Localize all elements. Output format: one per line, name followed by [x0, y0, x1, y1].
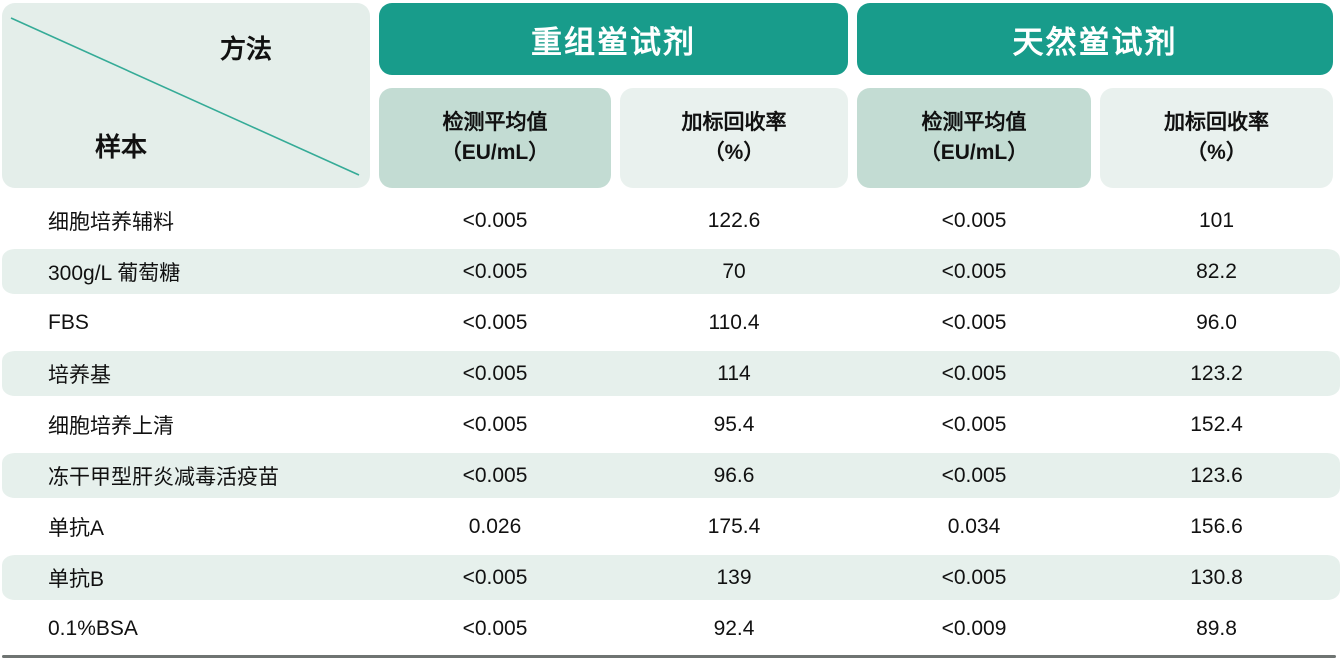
sample-name-cell: 细胞培养上清	[48, 414, 174, 438]
recombinant-recovery-cell: 70	[722, 259, 746, 283]
recombinant-average-cell: <0.005	[462, 616, 528, 640]
natural-average-cell: <0.005	[941, 259, 1007, 283]
recombinant-recovery-cell: 114	[717, 361, 751, 385]
recombinant-average-cell: <0.005	[462, 310, 528, 334]
sample-name-cell: 细胞培养辅料	[48, 210, 174, 234]
group-header-natural: 天然鲎试剂	[857, 3, 1333, 75]
recombinant-average-cell: <0.005	[462, 361, 528, 385]
recombinant-average-cell: <0.005	[462, 565, 528, 589]
natural-recovery-cell: 130.8	[1190, 565, 1243, 589]
natural-recovery-cell: 89.8	[1196, 616, 1237, 640]
group-header-recombinant: 重组鲎试剂	[379, 3, 848, 75]
table-header: 方法 样本 重组鲎试剂 天然鲎试剂 检测平均值 （EU/mL） 加标回收率 （%…	[2, 3, 1340, 188]
natural-average-cell: <0.005	[941, 412, 1007, 436]
natural-average-cell: <0.005	[941, 208, 1007, 232]
corner-header-cell: 方法 样本	[2, 3, 370, 188]
sample-name-cell: 0.1%BSA	[48, 616, 138, 640]
recombinant-recovery-cell: 110.4	[708, 310, 760, 334]
table-row: 单抗B <0.005 139 <0.005 130.8	[2, 552, 1340, 603]
bottom-rule	[2, 655, 1336, 658]
natural-average-cell: <0.005	[941, 565, 1007, 589]
subheader-natural-recovery: 加标回收率 （%）	[1100, 88, 1333, 188]
recombinant-average-cell: <0.005	[462, 463, 528, 487]
natural-recovery-cell: 156.6	[1190, 514, 1243, 538]
subheader-recombinant-recovery: 加标回收率 （%）	[620, 88, 848, 188]
natural-average-cell: <0.005	[941, 310, 1007, 334]
subheader-line2: （%）	[703, 141, 765, 164]
recombinant-recovery-cell: 175.4	[707, 514, 761, 538]
recombinant-recovery-cell: 95.4	[713, 412, 755, 436]
subheader-natural-average: 检测平均值 （EU/mL）	[857, 88, 1091, 188]
recombinant-average-cell: <0.005	[462, 412, 528, 436]
natural-recovery-cell: 152.4	[1190, 412, 1243, 436]
table-row: 0.1%BSA <0.005 92.4 <0.009 89.8	[2, 603, 1340, 654]
natural-average-cell: <0.005	[941, 361, 1007, 385]
diagonal-divider-line	[10, 17, 360, 176]
table-row: 300g/L 葡萄糖 <0.005 70 <0.005 82.2	[2, 246, 1340, 297]
subheader-line1: 加标回收率	[681, 110, 787, 134]
table-row: 培养基 <0.005 114 <0.005 123.2	[2, 348, 1340, 399]
natural-recovery-cell: 96.0	[1196, 310, 1237, 334]
recombinant-average-cell: <0.005	[462, 208, 528, 232]
table-row: FBS <0.005 110.4 <0.005 96.0	[2, 297, 1340, 348]
corner-label-method: 方法	[220, 34, 273, 64]
subheader-line2: （EU/mL）	[919, 141, 1029, 164]
natural-recovery-cell: 101	[1198, 208, 1235, 232]
natural-recovery-cell: 123.6	[1190, 463, 1243, 487]
sample-name-cell: FBS	[48, 310, 89, 334]
recombinant-recovery-cell: 139	[716, 565, 752, 589]
natural-average-cell: <0.009	[941, 616, 1007, 640]
recombinant-recovery-cell: 122.6	[707, 208, 761, 232]
table-row: 细胞培养上清 <0.005 95.4 <0.005 152.4	[2, 399, 1340, 450]
table-body: 细胞培养辅料 <0.005 122.6 <0.005 101 300g/L 葡萄…	[0, 195, 1340, 654]
subheader-line1: 检测平均值	[921, 110, 1027, 134]
subheader-recombinant-average: 检测平均值 （EU/mL）	[379, 88, 611, 188]
corner-label-sample: 样本	[95, 132, 148, 162]
natural-recovery-cell: 123.2	[1190, 361, 1243, 385]
natural-average-cell: <0.005	[941, 463, 1007, 487]
recombinant-average-cell: 0.026	[468, 514, 522, 538]
natural-average-cell: 0.034	[947, 514, 1001, 538]
table-row: 单抗A 0.026 175.4 0.034 156.6	[2, 501, 1340, 552]
recombinant-recovery-cell: 96.6	[713, 463, 755, 487]
table-row: 细胞培养辅料 <0.005 122.6 <0.005 101	[2, 195, 1340, 246]
sample-name-cell: 单抗A	[48, 516, 105, 540]
subheader-line2: （%）	[1186, 141, 1247, 164]
sample-name-cell: 冻干甲型肝炎减毒活疫苗	[48, 465, 279, 489]
recombinant-average-cell: <0.005	[462, 259, 528, 283]
table-row: 冻干甲型肝炎减毒活疫苗 <0.005 96.6 <0.005 123.6	[2, 450, 1340, 501]
subheader-line2: （EU/mL）	[440, 141, 550, 164]
natural-recovery-cell: 82.2	[1196, 259, 1237, 283]
sample-name-cell: 单抗B	[48, 567, 105, 591]
recombinant-recovery-cell: 92.4	[713, 616, 755, 640]
sample-name-cell: 300g/L 葡萄糖	[48, 261, 181, 285]
subheader-line1: 加标回收率	[1164, 110, 1269, 134]
subheader-line1: 检测平均值	[442, 110, 548, 134]
sample-name-cell: 培养基	[48, 363, 111, 387]
